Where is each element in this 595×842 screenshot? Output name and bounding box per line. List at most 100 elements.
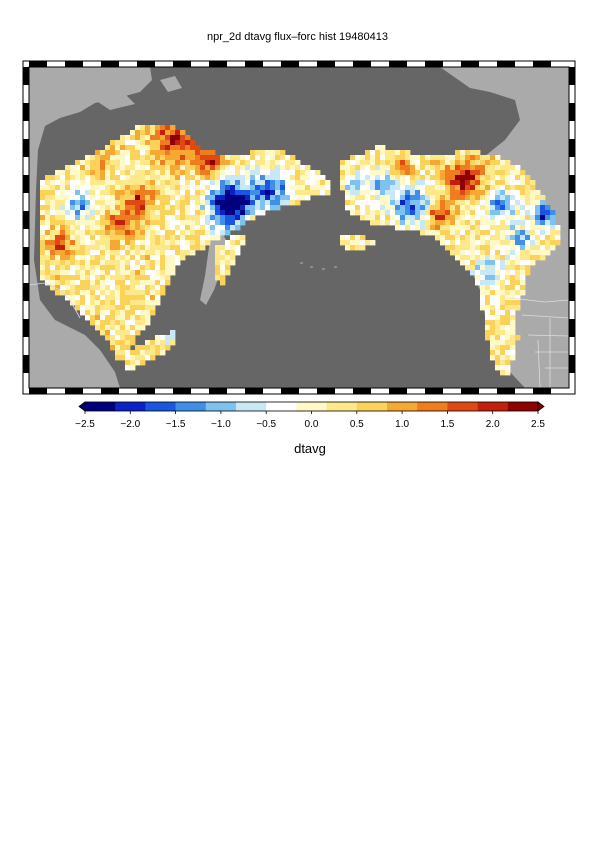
- field-cell: [70, 285, 76, 291]
- field-cell: [150, 205, 156, 211]
- field-cell: [55, 200, 61, 206]
- field-cell: [225, 155, 231, 161]
- field-cell: [520, 185, 526, 191]
- frame-tick: [209, 388, 227, 394]
- field-cell: [480, 280, 486, 286]
- field-cell: [105, 240, 111, 246]
- field-cell: [215, 270, 221, 276]
- field-cell: [130, 180, 136, 186]
- field-cell: [305, 195, 311, 201]
- field-cell: [145, 320, 151, 326]
- field-cell: [65, 175, 71, 181]
- field-cell: [105, 155, 111, 161]
- field-cell: [160, 180, 166, 186]
- field-cell: [380, 215, 386, 221]
- colorbar-swatch: [296, 402, 327, 411]
- field-cell: [495, 245, 501, 251]
- field-cell: [490, 165, 496, 171]
- field-cell: [155, 225, 161, 231]
- field-cell: [505, 205, 511, 211]
- field-cell: [90, 265, 96, 271]
- field-cell: [115, 225, 121, 231]
- field-cell: [555, 225, 561, 231]
- field-cell: [155, 280, 161, 286]
- field-cell: [125, 335, 131, 341]
- land-layer: [29, 67, 569, 388]
- field-cell: [525, 175, 531, 181]
- field-cell: [165, 250, 171, 256]
- field-cell: [150, 305, 156, 311]
- field-cell: [185, 150, 191, 156]
- field-cell: [535, 255, 541, 261]
- field-cell: [40, 275, 46, 281]
- field-cell: [425, 160, 431, 166]
- field-cell: [450, 215, 456, 221]
- field-cell: [110, 305, 116, 311]
- field-cell: [50, 200, 56, 206]
- field-cell: [270, 155, 276, 161]
- field-cell: [190, 215, 196, 221]
- field-cell: [345, 185, 351, 191]
- field-cell: [495, 235, 501, 241]
- field-cell: [145, 255, 151, 261]
- field-cell: [60, 185, 66, 191]
- field-cell: [515, 170, 521, 176]
- field-cell: [50, 250, 56, 256]
- field-cell: [120, 300, 126, 306]
- field-cell: [295, 180, 301, 186]
- field-cell: [65, 190, 71, 196]
- field-cell: [340, 185, 346, 191]
- field-cell: [140, 160, 146, 166]
- field-cell: [135, 265, 141, 271]
- field-cell: [95, 230, 101, 236]
- field-cell: [50, 190, 56, 196]
- field-cell: [495, 305, 501, 311]
- field-cell: [140, 270, 146, 276]
- field-cell: [530, 250, 536, 256]
- field-cell: [490, 320, 496, 326]
- field-cell: [145, 260, 151, 266]
- field-cell: [535, 235, 541, 241]
- field-cell: [165, 280, 171, 286]
- field-cell: [420, 215, 426, 221]
- field-cell: [170, 140, 176, 146]
- field-cell: [520, 260, 526, 266]
- frame-tick: [23, 139, 29, 157]
- field-cell: [465, 230, 471, 236]
- field-cell: [195, 150, 201, 156]
- field-cell: [370, 210, 376, 216]
- field-cell: [240, 210, 246, 216]
- frame-tick: [569, 139, 575, 157]
- field-cell: [180, 190, 186, 196]
- field-cell: [115, 310, 121, 316]
- field-cell: [140, 175, 146, 181]
- field-cell: [455, 210, 461, 216]
- field-cell: [165, 190, 171, 196]
- field-cell: [525, 220, 531, 226]
- field-cell: [360, 160, 366, 166]
- field-cell: [75, 190, 81, 196]
- field-cell: [200, 215, 206, 221]
- field-cell: [515, 255, 521, 261]
- field-cell: [345, 165, 351, 171]
- frame-tick: [65, 61, 83, 67]
- field-cell: [445, 205, 451, 211]
- field-cell: [490, 260, 496, 266]
- field-cell: [175, 155, 181, 161]
- field-cell: [350, 170, 356, 176]
- field-cell: [275, 150, 281, 156]
- field-cell: [385, 195, 391, 201]
- field-cell: [50, 260, 56, 266]
- field-cell: [435, 185, 441, 191]
- field-cell: [75, 230, 81, 236]
- field-cell: [215, 175, 221, 181]
- field-cell: [540, 240, 546, 246]
- field-cell: [305, 185, 311, 191]
- field-cell: [155, 260, 161, 266]
- field-cell: [60, 240, 66, 246]
- field-cell: [450, 180, 456, 186]
- field-cell: [75, 265, 81, 271]
- field-cell: [375, 220, 381, 226]
- field-cell: [55, 290, 61, 296]
- field-cell: [205, 205, 211, 211]
